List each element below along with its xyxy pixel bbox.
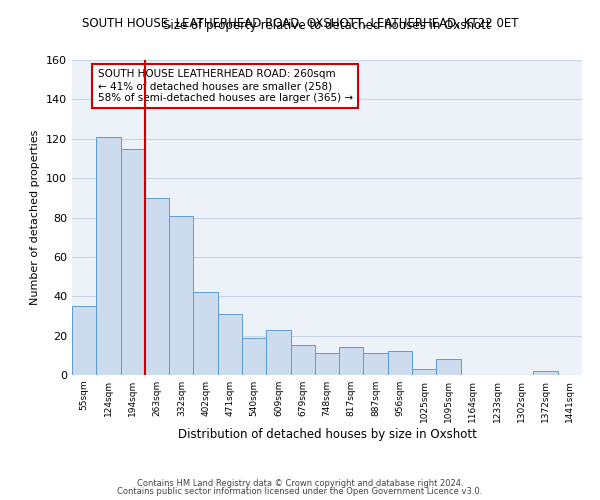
- Y-axis label: Number of detached properties: Number of detached properties: [31, 130, 40, 305]
- Text: Contains HM Land Registry data © Crown copyright and database right 2024.: Contains HM Land Registry data © Crown c…: [137, 478, 463, 488]
- Bar: [533, 371, 558, 375]
- Bar: [96, 137, 121, 375]
- Title: Size of property relative to detached houses in Oxshott: Size of property relative to detached ho…: [163, 20, 491, 32]
- Bar: [266, 330, 290, 375]
- Text: SOUTH HOUSE, LEATHERHEAD ROAD, OXSHOTT, LEATHERHEAD, KT22 0ET: SOUTH HOUSE, LEATHERHEAD ROAD, OXSHOTT, …: [82, 18, 518, 30]
- Bar: [290, 346, 315, 375]
- Bar: [339, 348, 364, 375]
- Bar: [388, 352, 412, 375]
- Bar: [145, 198, 169, 375]
- Bar: [412, 369, 436, 375]
- Text: SOUTH HOUSE LEATHERHEAD ROAD: 260sqm
← 41% of detached houses are smaller (258)
: SOUTH HOUSE LEATHERHEAD ROAD: 260sqm ← 4…: [97, 70, 353, 102]
- Bar: [169, 216, 193, 375]
- Bar: [193, 292, 218, 375]
- Bar: [436, 359, 461, 375]
- X-axis label: Distribution of detached houses by size in Oxshott: Distribution of detached houses by size …: [178, 428, 476, 440]
- Bar: [242, 338, 266, 375]
- Bar: [218, 314, 242, 375]
- Bar: [315, 354, 339, 375]
- Bar: [364, 354, 388, 375]
- Text: Contains public sector information licensed under the Open Government Licence v3: Contains public sector information licen…: [118, 487, 482, 496]
- Bar: [121, 148, 145, 375]
- Bar: [72, 306, 96, 375]
